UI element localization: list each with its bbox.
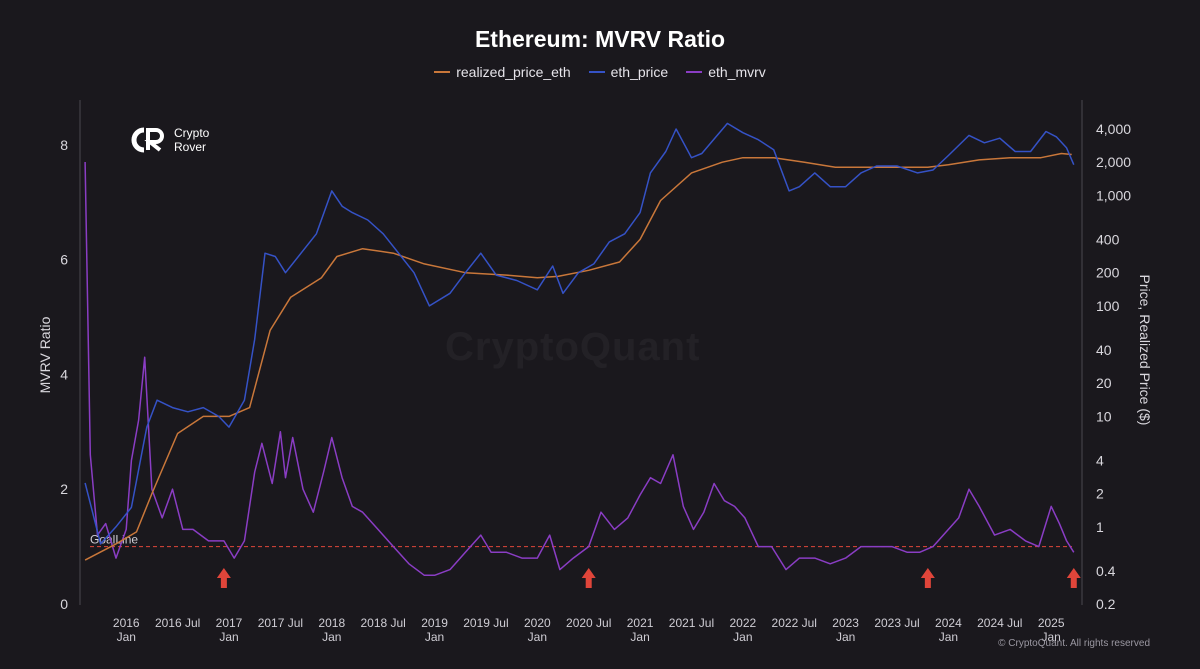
legend-label-eth-price: eth_price bbox=[610, 64, 669, 80]
x-tick-label: 2022 bbox=[730, 616, 757, 630]
legend-swatch-eth-mvrv bbox=[686, 71, 703, 73]
brand-logo: Crypto Rover bbox=[128, 126, 209, 154]
legend-swatch-realized-price bbox=[434, 71, 451, 73]
x-tick-sublabel: Jan bbox=[1041, 630, 1060, 644]
brand-line1: Crypto bbox=[174, 126, 210, 140]
legend-label-realized-price: realized_price_eth bbox=[456, 64, 571, 80]
right-axis-label: Price, Realized Price ($) bbox=[1137, 275, 1153, 426]
x-tick-label: 2020 Jul bbox=[566, 616, 611, 630]
left-tick-label: 6 bbox=[60, 252, 68, 268]
x-tick-sublabel: Jan bbox=[117, 630, 136, 644]
right-tick-label: 200 bbox=[1096, 265, 1120, 281]
right-tick-label: 2 bbox=[1096, 486, 1104, 502]
up-arrow-marker bbox=[216, 568, 231, 588]
right-tick-label: 100 bbox=[1096, 298, 1120, 314]
up-arrow-marker bbox=[920, 568, 935, 588]
x-tick-label: 2016 bbox=[113, 616, 140, 630]
right-tick-label: 1 bbox=[1096, 519, 1104, 535]
x-tick-label: 2020 bbox=[524, 616, 551, 630]
x-tick-label: 2025 bbox=[1038, 616, 1065, 630]
legend-swatch-eth-price bbox=[588, 71, 605, 73]
series-line-eth_price bbox=[84, 122, 1075, 545]
up-arrow-marker bbox=[581, 568, 596, 588]
watermark: CryptoQuant bbox=[445, 325, 700, 370]
x-tick-sublabel: Jan bbox=[425, 630, 444, 644]
x-tick-label: 2024 Jul bbox=[977, 616, 1022, 630]
x-tick-sublabel: Jan bbox=[836, 630, 855, 644]
up-arrow-marker bbox=[1066, 568, 1081, 588]
x-tick-sublabel: Jan bbox=[322, 630, 341, 644]
series-line-realized_price_eth bbox=[84, 152, 1072, 561]
x-tick-label: 2021 Jul bbox=[669, 616, 714, 630]
right-axis-ticks: 0.2 0.4 1 2 4 10 20 40 100 200 400 1,000 2,000 4,000 bbox=[1096, 121, 1131, 612]
left-axis-ticks: 0 2 4 6 8 bbox=[60, 137, 68, 612]
x-tick-sublabel: Jan bbox=[733, 630, 752, 644]
x-tick-label: 2016 Jul bbox=[155, 616, 200, 630]
x-tick-sublabel: Jan bbox=[939, 630, 958, 644]
chart-legend: realized_price_eth eth_price eth_mvrv bbox=[0, 64, 1200, 80]
crypto-rover-logo-icon bbox=[128, 126, 166, 154]
x-tick-label: 2018 Jul bbox=[360, 616, 405, 630]
right-tick-label: 0.4 bbox=[1096, 563, 1116, 579]
right-tick-label: 40 bbox=[1096, 342, 1112, 358]
x-tick-label: 2023 bbox=[832, 616, 859, 630]
right-tick-label: 20 bbox=[1096, 375, 1112, 391]
left-tick-label: 4 bbox=[60, 366, 68, 382]
copyright-text: © CryptoQuant. All rights reserved bbox=[998, 638, 1150, 649]
legend-label-eth-mvrv: eth_mvrv bbox=[708, 64, 766, 80]
x-tick-label: 2023 Jul bbox=[874, 616, 919, 630]
right-tick-label: 1,000 bbox=[1096, 187, 1131, 203]
left-axis-label: MVRV Ratio bbox=[37, 316, 53, 393]
x-tick-label: 2022 Jul bbox=[772, 616, 817, 630]
right-tick-label: 0.2 bbox=[1096, 596, 1116, 612]
right-tick-label: 10 bbox=[1096, 408, 1112, 424]
x-tick-label: 2017 Jul bbox=[258, 616, 303, 630]
legend-item-eth-mvrv[interactable]: eth_mvrv bbox=[686, 64, 766, 80]
right-tick-label: 400 bbox=[1096, 231, 1120, 247]
right-tick-label: 4,000 bbox=[1096, 121, 1131, 137]
x-tick-label: 2017 bbox=[216, 616, 243, 630]
left-tick-label: 2 bbox=[60, 481, 68, 497]
brand-line2: Rover bbox=[174, 140, 207, 154]
x-tick-sublabel: Jan bbox=[528, 630, 547, 644]
right-tick-label: 2,000 bbox=[1096, 154, 1131, 170]
x-tick-label: 2019 bbox=[421, 616, 448, 630]
x-tick-sublabel: Jan bbox=[630, 630, 649, 644]
x-tick-label: 2018 bbox=[318, 616, 345, 630]
legend-item-realized-price[interactable]: realized_price_eth bbox=[434, 64, 571, 80]
series-layer bbox=[84, 122, 1075, 577]
x-tick-label: 2021 bbox=[627, 616, 654, 630]
right-tick-label: 4 bbox=[1096, 452, 1104, 468]
series-line-eth_mvrv bbox=[84, 161, 1075, 577]
x-tick-sublabel: Jan bbox=[219, 630, 238, 644]
chart-title: Ethereum: MVRV Ratio bbox=[474, 26, 726, 52]
legend-item-eth-price[interactable]: eth_price bbox=[588, 64, 669, 80]
left-tick-label: 8 bbox=[60, 137, 68, 153]
left-tick-label: 0 bbox=[60, 596, 68, 612]
x-tick-label: 2024 bbox=[935, 616, 962, 630]
x-tick-label: 2019 Jul bbox=[463, 616, 508, 630]
markers-layer bbox=[216, 568, 1081, 588]
